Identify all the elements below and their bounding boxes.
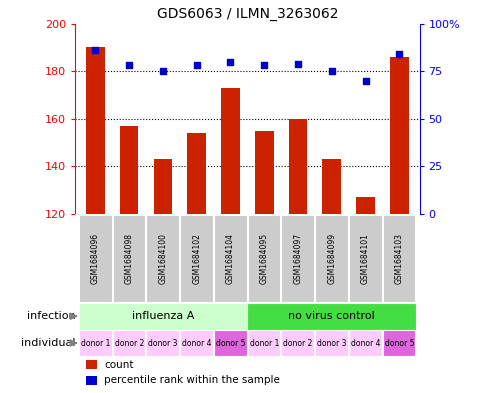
Bar: [85, 376, 96, 385]
Title: GDS6063 / ILMN_3263062: GDS6063 / ILMN_3263062: [156, 7, 337, 21]
Bar: [86, 47, 105, 214]
Text: GSM1684099: GSM1684099: [327, 233, 335, 284]
Text: influenza A: influenza A: [132, 311, 194, 321]
Bar: [281, 215, 314, 302]
Bar: [288, 119, 307, 214]
Point: [159, 68, 166, 74]
Bar: [382, 215, 415, 302]
Bar: [78, 303, 247, 330]
Bar: [180, 330, 212, 356]
Text: GSM1684097: GSM1684097: [293, 233, 302, 284]
Bar: [382, 330, 415, 356]
Point: [361, 77, 369, 84]
Text: GSM1684100: GSM1684100: [158, 233, 167, 284]
Point: [125, 62, 133, 68]
Bar: [322, 159, 340, 214]
Bar: [315, 330, 347, 356]
Text: GSM1684104: GSM1684104: [226, 233, 234, 284]
Bar: [85, 360, 96, 369]
Bar: [213, 215, 246, 302]
Point: [260, 62, 268, 68]
Text: GSM1684101: GSM1684101: [360, 233, 369, 284]
Text: donor 4: donor 4: [182, 338, 211, 347]
Text: individual: individual: [21, 338, 76, 348]
Bar: [348, 215, 381, 302]
Bar: [247, 215, 280, 302]
Bar: [355, 197, 374, 214]
Point: [226, 59, 234, 65]
Text: donor 2: donor 2: [114, 338, 144, 347]
Text: donor 1: donor 1: [249, 338, 278, 347]
Text: GSM1684103: GSM1684103: [394, 233, 403, 284]
Text: count: count: [104, 360, 134, 370]
Bar: [153, 159, 172, 214]
Text: donor 3: donor 3: [148, 338, 177, 347]
Text: GSM1684098: GSM1684098: [124, 233, 134, 284]
Bar: [213, 330, 246, 356]
Bar: [180, 215, 212, 302]
Text: donor 5: donor 5: [384, 338, 413, 347]
Bar: [79, 215, 111, 302]
Bar: [146, 215, 179, 302]
Text: donor 5: donor 5: [215, 338, 245, 347]
Bar: [247, 330, 280, 356]
Point: [327, 68, 335, 74]
Text: donor 1: donor 1: [80, 338, 110, 347]
Text: GSM1684095: GSM1684095: [259, 233, 268, 284]
Point: [293, 61, 301, 67]
Text: donor 3: donor 3: [317, 338, 346, 347]
Point: [394, 51, 402, 57]
Text: infection: infection: [27, 311, 76, 321]
Bar: [348, 330, 381, 356]
Text: GSM1684096: GSM1684096: [91, 233, 100, 284]
Text: percentile rank within the sample: percentile rank within the sample: [104, 375, 280, 386]
Bar: [281, 330, 314, 356]
Bar: [247, 303, 415, 330]
Text: donor 2: donor 2: [283, 338, 312, 347]
Bar: [146, 330, 179, 356]
Point: [193, 62, 200, 68]
Bar: [187, 133, 206, 214]
Point: [91, 47, 99, 53]
Bar: [112, 330, 145, 356]
Bar: [79, 330, 111, 356]
Bar: [112, 215, 145, 302]
Text: donor 4: donor 4: [350, 338, 379, 347]
Bar: [120, 126, 138, 214]
Text: GSM1684102: GSM1684102: [192, 233, 201, 284]
Bar: [315, 215, 347, 302]
Bar: [255, 130, 273, 214]
Bar: [389, 57, 408, 214]
Bar: [221, 88, 239, 214]
Text: no virus control: no virus control: [288, 311, 374, 321]
